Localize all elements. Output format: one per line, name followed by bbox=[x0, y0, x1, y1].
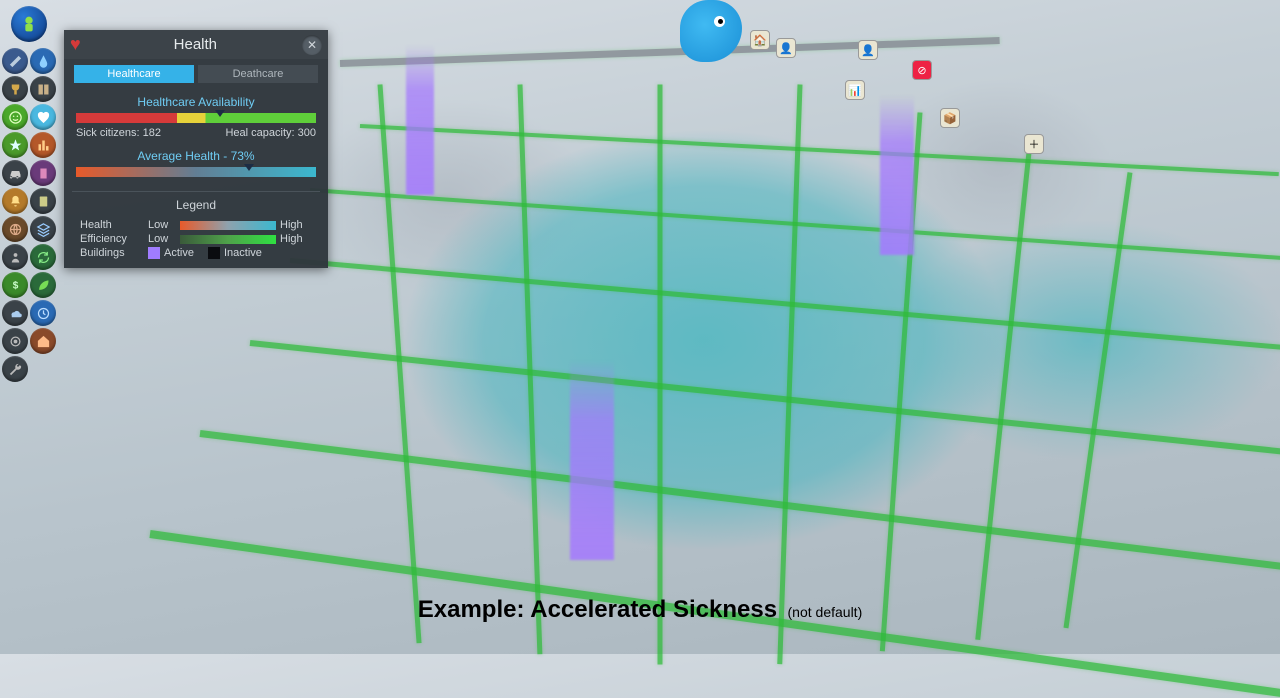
map-pin[interactable]: 👤 bbox=[858, 40, 878, 60]
legend-health-label: Health bbox=[80, 219, 144, 231]
map-pin[interactable]: 📊 bbox=[845, 80, 865, 100]
dollar-icon[interactable]: $ bbox=[2, 272, 28, 298]
caption-main: Example: Accelerated Sickness bbox=[418, 596, 777, 623]
avg-health-marker bbox=[244, 164, 254, 171]
info-view-toolbar: $ bbox=[0, 0, 58, 388]
sick-citizens: Sick citizens: 182 bbox=[76, 127, 161, 139]
star-icon[interactable] bbox=[2, 132, 28, 158]
map-pin[interactable]: 👤 bbox=[776, 38, 796, 58]
trophy-icon[interactable] bbox=[2, 76, 28, 102]
target-icon[interactable] bbox=[2, 328, 28, 354]
leaf-icon[interactable] bbox=[30, 272, 56, 298]
close-button[interactable]: ✕ bbox=[302, 35, 322, 55]
legend-low: Low bbox=[148, 233, 176, 245]
map-pin[interactable]: ⊘ bbox=[912, 60, 932, 80]
active-building-beam bbox=[406, 45, 434, 195]
car-icon[interactable] bbox=[2, 160, 28, 186]
chart-icon[interactable] bbox=[30, 132, 56, 158]
legend-efficiency-gradient bbox=[180, 235, 276, 244]
legend-inactive-label: Inactive bbox=[224, 247, 262, 259]
legend-buildings-label: Buildings bbox=[80, 247, 144, 259]
legend-health-gradient bbox=[180, 221, 276, 230]
tab-healthcare[interactable]: Healthcare bbox=[74, 65, 194, 83]
home-icon[interactable] bbox=[30, 328, 56, 354]
building-icon[interactable] bbox=[30, 160, 56, 186]
avg-health-label: Average Health - 73% bbox=[64, 149, 328, 163]
map-pin[interactable]: 🏠 bbox=[750, 30, 770, 50]
wrench-icon[interactable] bbox=[2, 356, 28, 382]
caption-sub: (not default) bbox=[788, 604, 863, 620]
book-icon[interactable] bbox=[30, 76, 56, 102]
heal-capacity: Heal capacity: 300 bbox=[225, 127, 316, 139]
legend-title: Legend bbox=[72, 198, 320, 212]
globe-icon[interactable] bbox=[2, 216, 28, 242]
panel-header: ♥ Health ✕ bbox=[64, 30, 328, 59]
availability-bar bbox=[76, 113, 316, 123]
active-building-beam bbox=[880, 95, 914, 255]
heart-icon[interactable] bbox=[30, 104, 56, 130]
svg-text:$: $ bbox=[12, 280, 18, 291]
avg-health-bar bbox=[76, 167, 316, 177]
person-icon[interactable] bbox=[2, 244, 28, 270]
legend: Legend Health Low High Efficiency Low Hi… bbox=[72, 191, 320, 260]
smile-icon[interactable] bbox=[2, 104, 28, 130]
cloud-icon[interactable] bbox=[2, 300, 28, 326]
bell-icon[interactable] bbox=[2, 188, 28, 214]
map-pin[interactable]: ＋ bbox=[1024, 134, 1044, 154]
map-pin[interactable]: 📦 bbox=[940, 108, 960, 128]
tab-deathcare[interactable]: Deathcare bbox=[198, 65, 318, 83]
active-building-beam bbox=[570, 360, 614, 560]
legend-low: Low bbox=[148, 219, 176, 231]
water-drop-icon[interactable] bbox=[30, 48, 56, 74]
example-caption: Example: Accelerated Sickness (not defau… bbox=[0, 596, 1280, 624]
layers-icon[interactable] bbox=[30, 216, 56, 242]
availability-marker bbox=[215, 110, 225, 117]
refresh-icon[interactable] bbox=[30, 244, 56, 270]
advisor-icon[interactable] bbox=[11, 6, 47, 42]
pencil-icon[interactable] bbox=[2, 48, 28, 74]
legend-active-label: Active bbox=[164, 247, 194, 259]
panel-title: Health bbox=[89, 36, 302, 53]
heart-icon: ♥ bbox=[70, 34, 81, 55]
legend-active-swatch bbox=[148, 247, 160, 259]
clipboard-icon[interactable] bbox=[30, 188, 56, 214]
legend-efficiency-label: Efficiency bbox=[80, 233, 144, 245]
health-panel: ♥ Health ✕ Healthcare Deathcare Healthca… bbox=[64, 30, 328, 268]
legend-high: High bbox=[280, 233, 312, 245]
legend-high: High bbox=[280, 219, 312, 231]
availability-label: Healthcare Availability bbox=[64, 95, 328, 109]
legend-inactive-swatch bbox=[208, 247, 220, 259]
clock-icon[interactable] bbox=[30, 300, 56, 326]
